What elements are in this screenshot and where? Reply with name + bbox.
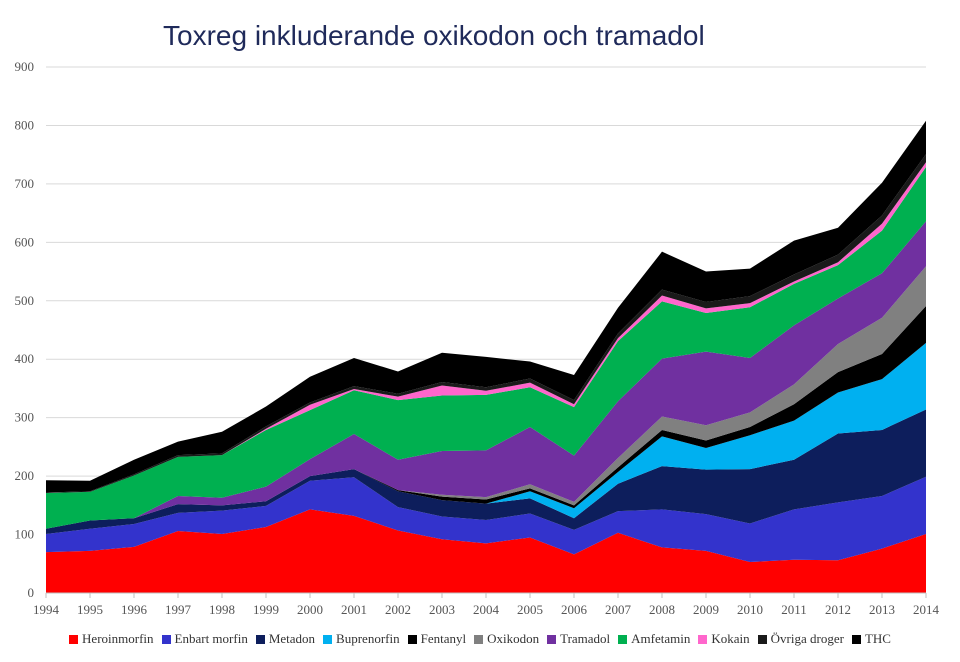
legend-item: Metadon <box>255 631 316 647</box>
x-tick-label: 2008 <box>649 602 675 617</box>
x-tick-label: 1994 <box>33 602 60 617</box>
legend-label: Amfetamin <box>631 631 691 646</box>
legend-label: Heroinmorfin <box>82 631 154 646</box>
x-tick-label: 2002 <box>385 602 411 617</box>
x-tick-label: 1995 <box>77 602 103 617</box>
y-tick-label: 400 <box>15 351 35 366</box>
legend-label: Oxikodon <box>487 631 540 646</box>
x-tick-label: 2003 <box>429 602 455 617</box>
legend-label: Buprenorfin <box>336 631 400 646</box>
y-tick-label: 500 <box>15 293 35 308</box>
legend-label: Enbart morfin <box>174 631 248 646</box>
x-tick-label: 2005 <box>517 602 543 617</box>
legend-swatch <box>69 634 79 644</box>
x-tick-label: 2004 <box>473 602 500 617</box>
area-enbart-morfin <box>46 476 926 563</box>
x-tick-label: 2009 <box>693 602 719 617</box>
x-tick-label: 2012 <box>825 602 851 617</box>
legend-swatch <box>757 634 767 644</box>
area-tramadol <box>46 221 926 529</box>
legend-item: Enbart morfin <box>161 631 248 647</box>
legend-swatch <box>161 634 171 644</box>
legend-item: Heroinmorfin <box>69 631 154 647</box>
x-tick-label: 1999 <box>253 602 279 617</box>
area-buprenorfin <box>46 342 926 529</box>
legend-swatch <box>474 634 484 644</box>
legend-label: Metadon <box>268 631 316 646</box>
x-tick-label: 2011 <box>781 602 807 617</box>
area-metadon <box>46 409 926 534</box>
legend-swatch <box>698 634 708 644</box>
area-amfetamin <box>46 166 926 529</box>
legend-item: Buprenorfin <box>323 631 400 647</box>
legend-item: Amfetamin <box>618 631 690 647</box>
legend-label: Kokain <box>711 631 750 646</box>
y-tick-label: 800 <box>15 117 35 132</box>
x-tick-label: 2001 <box>341 602 367 617</box>
area-heroinmorfin <box>46 509 926 593</box>
y-tick-label: 200 <box>15 468 35 483</box>
legend-swatch <box>407 634 417 644</box>
legend-label: Övriga droger <box>770 631 844 646</box>
x-tick-label: 2013 <box>869 602 895 617</box>
x-tick-label: 2007 <box>605 602 632 617</box>
legend-label: Tramadol <box>560 631 611 646</box>
legend-swatch <box>618 634 628 644</box>
legend-item: Kokain <box>698 631 750 647</box>
x-tick-label: 2000 <box>297 602 323 617</box>
legend-label: THC <box>864 631 891 646</box>
legend-label: Fentanyl <box>420 631 467 646</box>
y-tick-label: 700 <box>15 176 35 191</box>
legend-item: Övriga droger <box>757 631 844 647</box>
y-tick-label: 0 <box>28 585 35 600</box>
y-tick-label: 600 <box>15 234 35 249</box>
axis-group: 0 100 200 300 400 500 600 700 800 900 1994 1995 1996… <box>15 59 940 617</box>
chart-title: Toxreg inkluderande oxikodon och tramado… <box>163 20 705 51</box>
legend-item: Tramadol <box>547 631 610 647</box>
legend: Heroinmorfin Enbart morfin Metadon Buprenor… <box>0 628 960 650</box>
x-tick-label: 2006 <box>561 602 588 617</box>
legend-swatch <box>323 634 333 644</box>
legend-swatch <box>547 634 557 644</box>
legend-item: Oxikodon <box>474 631 539 647</box>
legend-item: THC <box>851 631 891 647</box>
x-tick-label: 1997 <box>165 602 192 617</box>
x-tick-label: 2014 <box>913 602 940 617</box>
y-tick-label: 300 <box>15 410 35 425</box>
legend-item: Fentanyl <box>407 631 467 647</box>
x-tick-label: 2010 <box>737 602 763 617</box>
x-tick-label: 1998 <box>209 602 235 617</box>
y-tick-label: 100 <box>15 527 35 542</box>
legend-swatch <box>255 634 265 644</box>
y-tick-label: 900 <box>15 59 35 74</box>
legend-swatch <box>851 634 861 644</box>
x-tick-label: 1996 <box>121 602 148 617</box>
area-series-group <box>46 120 926 593</box>
